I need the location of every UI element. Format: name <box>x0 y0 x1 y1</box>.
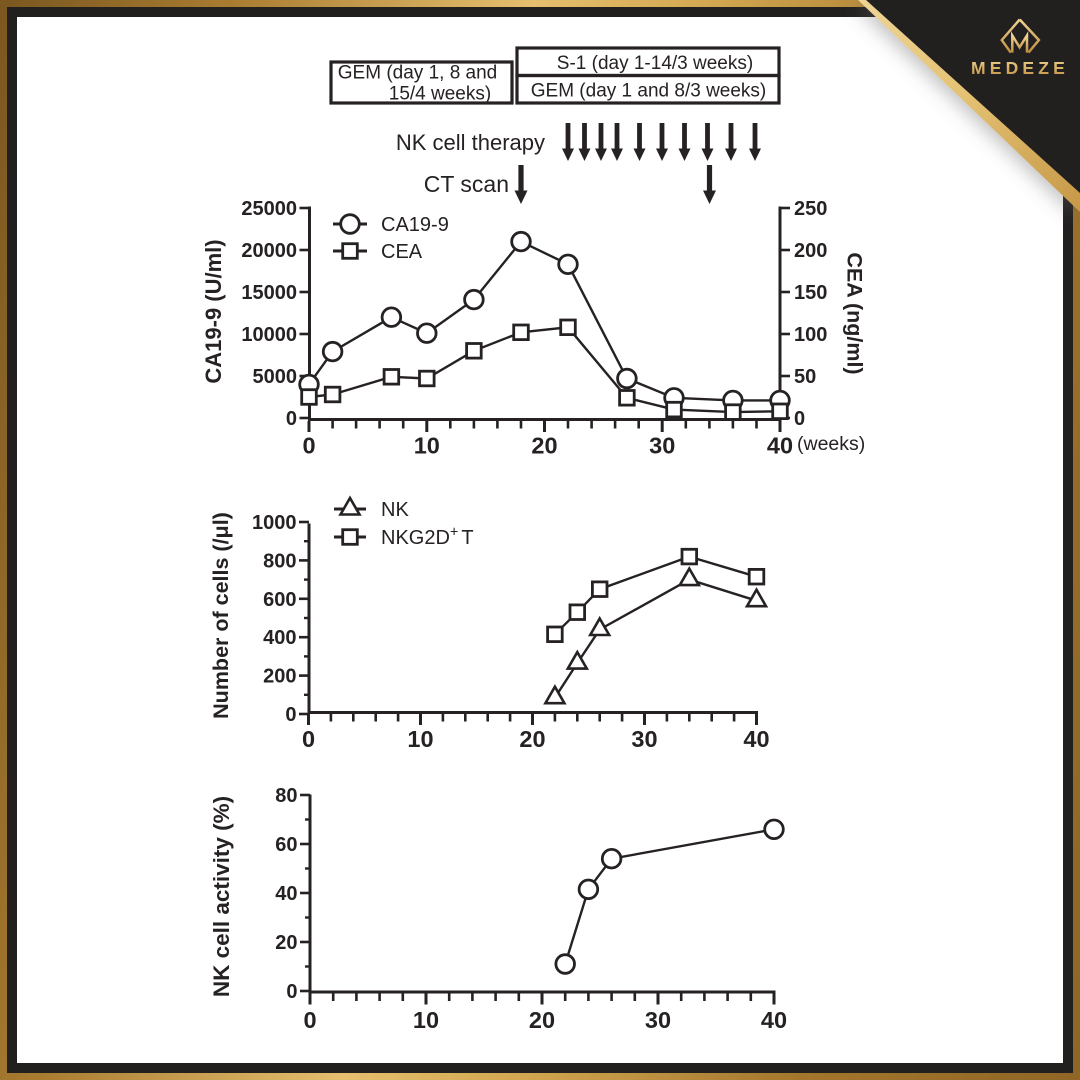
svg-text:GEM (day 1 and 8/3 weeks): GEM (day 1 and 8/3 weeks) <box>531 81 767 102</box>
svg-text:40: 40 <box>743 726 769 752</box>
svg-text:0: 0 <box>303 1007 316 1033</box>
svg-text:Number of cells (/μl): Number of cells (/μl) <box>209 512 233 719</box>
svg-text:30: 30 <box>645 1007 671 1033</box>
svg-text:S-1 (day 1-14/3 weeks): S-1 (day 1-14/3 weeks) <box>557 53 753 74</box>
svg-text:CA19-9 (U/ml): CA19-9 (U/ml) <box>201 239 226 383</box>
svg-text:CEA: CEA <box>381 241 423 263</box>
svg-text:200: 200 <box>794 240 827 262</box>
svg-text:GEM (day 1, 8 and: GEM (day 1, 8 and <box>338 63 497 84</box>
svg-text:1000: 1000 <box>252 512 297 534</box>
svg-text:15/4 weeks): 15/4 weeks) <box>389 84 491 105</box>
svg-text:800: 800 <box>263 550 296 572</box>
svg-text:20000: 20000 <box>241 240 297 262</box>
svg-text:NKG2D+T: NKG2D+ T <box>381 525 474 550</box>
svg-text:CT scan: CT scan <box>424 171 509 197</box>
svg-text:100: 100 <box>794 324 827 346</box>
svg-text:20: 20 <box>275 932 297 954</box>
svg-text:50: 50 <box>794 366 816 388</box>
svg-text:NK cell activity (%): NK cell activity (%) <box>209 796 234 997</box>
svg-text:20: 20 <box>529 1007 555 1033</box>
svg-text:400: 400 <box>263 627 296 649</box>
svg-text:25000: 25000 <box>241 198 297 220</box>
svg-text:10: 10 <box>414 433 440 459</box>
svg-text:MEDEZE: MEDEZE <box>971 58 1069 78</box>
svg-text:NK: NK <box>381 499 409 521</box>
svg-text:NK cell therapy: NK cell therapy <box>396 130 545 155</box>
svg-text:0: 0 <box>302 433 315 459</box>
svg-text:30: 30 <box>649 433 675 459</box>
svg-text:15000: 15000 <box>241 282 297 304</box>
svg-text:CA19-9: CA19-9 <box>381 214 449 236</box>
svg-text:250: 250 <box>794 198 827 220</box>
svg-text:0: 0 <box>286 981 297 1003</box>
svg-text:10000: 10000 <box>241 324 297 346</box>
svg-text:10: 10 <box>407 726 433 752</box>
svg-text:40: 40 <box>761 1007 787 1033</box>
svg-text:40: 40 <box>767 433 793 459</box>
svg-text:80: 80 <box>275 785 297 807</box>
svg-text:20: 20 <box>519 726 545 752</box>
svg-text:20: 20 <box>531 433 557 459</box>
svg-text:10: 10 <box>413 1007 439 1033</box>
svg-text:(weeks): (weeks) <box>797 433 865 455</box>
svg-text:0: 0 <box>285 704 296 726</box>
svg-text:150: 150 <box>794 282 827 304</box>
svg-text:30: 30 <box>631 726 657 752</box>
svg-text:600: 600 <box>263 589 296 611</box>
svg-text:0: 0 <box>302 726 315 752</box>
svg-text:CEA (ng/ml): CEA (ng/ml) <box>843 252 867 374</box>
svg-text:40: 40 <box>275 883 297 905</box>
svg-text:0: 0 <box>794 408 805 430</box>
svg-text:60: 60 <box>275 834 297 856</box>
svg-text:0: 0 <box>286 408 297 430</box>
svg-text:200: 200 <box>263 666 296 688</box>
svg-text:5000: 5000 <box>253 366 298 388</box>
